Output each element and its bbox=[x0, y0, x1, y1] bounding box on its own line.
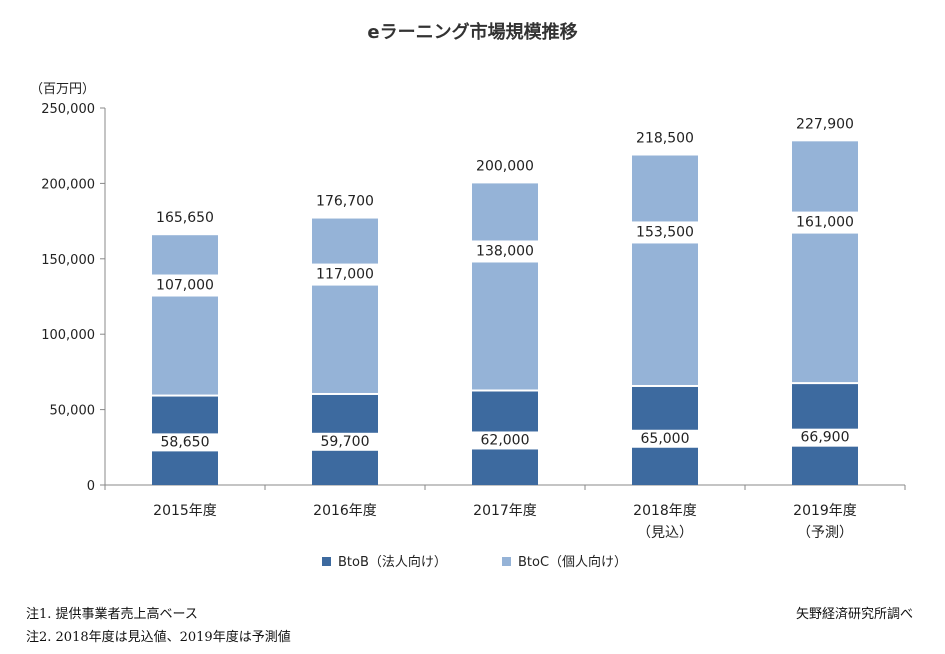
footnote-1: 注1. 提供事業者売上高ベース bbox=[26, 607, 198, 622]
bar-btoc-upper bbox=[472, 183, 538, 241]
data-label-total: 176,700 bbox=[316, 194, 374, 210]
bar-btoc-lower bbox=[472, 262, 538, 390]
data-label-btoc: 161,000 bbox=[796, 215, 854, 231]
legend-swatch bbox=[322, 557, 331, 566]
y-tick-label: 250,000 bbox=[41, 102, 95, 117]
bar-btob-lower bbox=[632, 447, 698, 485]
y-tick-label: 200,000 bbox=[41, 177, 95, 192]
x-category-sublabel: （予測） bbox=[797, 525, 853, 541]
bar-btoc-lower bbox=[792, 233, 858, 383]
data-label-btoc: 138,000 bbox=[476, 243, 534, 259]
y-tick-label: 100,000 bbox=[41, 328, 95, 343]
chart-title: eラーニング市場規模推移 bbox=[367, 22, 578, 43]
bar-btoc-upper bbox=[632, 155, 698, 222]
bar-btoc-lower bbox=[312, 285, 378, 393]
x-category-label: 2015年度 bbox=[153, 503, 217, 519]
x-category-label: 2018年度 bbox=[633, 503, 697, 519]
bar-btoc-upper bbox=[312, 218, 378, 264]
data-label-total: 165,650 bbox=[156, 210, 214, 226]
bar-btob-lower bbox=[472, 449, 538, 485]
x-category-label: 2016年度 bbox=[313, 503, 377, 519]
bar-btoc-lower bbox=[152, 296, 218, 395]
legend-swatch bbox=[502, 557, 511, 566]
bar-btoc-upper bbox=[792, 141, 858, 212]
data-label-btob: 65,000 bbox=[641, 431, 690, 447]
data-label-btob: 66,900 bbox=[801, 430, 850, 446]
data-label-btob: 62,000 bbox=[481, 432, 530, 448]
data-label-btoc: 117,000 bbox=[316, 267, 374, 283]
data-label-btoc: 153,500 bbox=[636, 224, 694, 240]
x-category-label: 2017年度 bbox=[473, 503, 537, 519]
bar-btob-lower bbox=[312, 450, 378, 485]
bar-btob-lower bbox=[792, 446, 858, 485]
data-label-btob: 58,650 bbox=[161, 434, 210, 450]
y-tick-label: 0 bbox=[87, 479, 95, 494]
x-category-label: 2019年度 bbox=[793, 503, 857, 519]
legend-label: BtoC（個人向け） bbox=[518, 554, 627, 570]
bar-btoc-upper bbox=[152, 235, 218, 275]
bar-btob-lower bbox=[152, 451, 218, 485]
bar-btob-upper bbox=[632, 386, 698, 430]
footnote-2: 注2. 2018年度は見込値、2019年度は予測値 bbox=[26, 630, 291, 645]
data-label-btob: 59,700 bbox=[321, 434, 370, 450]
data-label-total: 227,900 bbox=[796, 116, 854, 132]
bar-btob-upper bbox=[472, 391, 538, 432]
bar-btob-upper bbox=[792, 384, 858, 429]
y-unit-label: （百万円） bbox=[30, 82, 95, 97]
data-label-btoc: 107,000 bbox=[156, 278, 214, 294]
bar-btob-upper bbox=[312, 394, 378, 433]
y-tick-label: 50,000 bbox=[50, 404, 96, 419]
bar-btoc-lower bbox=[632, 243, 698, 385]
y-tick-label: 150,000 bbox=[41, 253, 95, 268]
bar-btob-upper bbox=[152, 396, 218, 434]
x-category-sublabel: （見込） bbox=[637, 525, 693, 541]
data-label-total: 200,000 bbox=[476, 158, 534, 174]
legend-label: BtoB（法人向け） bbox=[338, 554, 447, 570]
source-credit: 矢野経済研究所調べ bbox=[795, 607, 913, 622]
data-label-total: 218,500 bbox=[636, 131, 694, 147]
